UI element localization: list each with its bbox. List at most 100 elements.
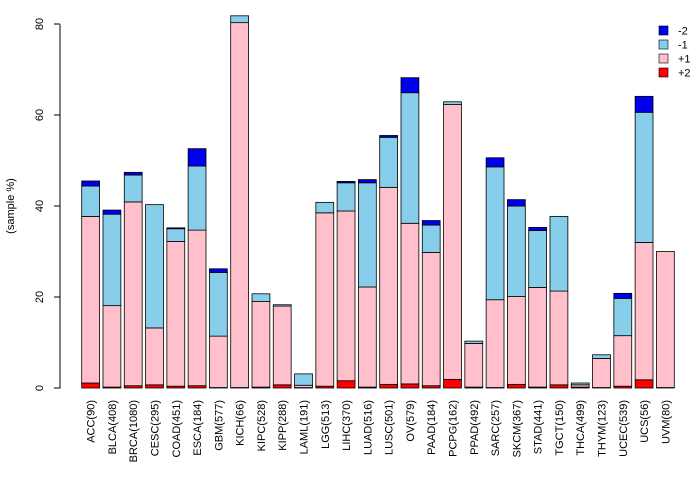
bar-segment-minus1 (187, 165, 207, 231)
bar-segment-plus2 (549, 384, 569, 389)
bar-segment-plus1 (81, 216, 100, 384)
bar-segment-minus1 (123, 174, 143, 203)
bar-segment-minus2 (379, 135, 398, 138)
bar-segment-minus2 (102, 209, 122, 215)
x-tick-label: KICH(66) (235, 400, 247, 446)
bar-segment-plus1 (272, 305, 292, 386)
bar-segment-minus2 (166, 227, 186, 230)
bar-segment-minus1 (634, 111, 654, 243)
bar-segment-minus2 (528, 226, 547, 231)
x-tick-label: BLCA(408) (107, 400, 119, 454)
y-tick-label: 0 (34, 385, 46, 391)
x-tick-label: UCS(56) (639, 400, 651, 443)
legend-swatch (658, 67, 669, 78)
bar-segment-minus1 (251, 293, 271, 302)
bar-segment-plus1 (123, 201, 143, 387)
bar-segment-plus1 (230, 22, 249, 388)
y-tick-label: 60 (34, 109, 46, 121)
y-tick-label: 80 (34, 18, 46, 30)
bar-segment-minus1 (166, 228, 186, 242)
bar-segment-minus1 (336, 182, 356, 212)
x-tick-label: STAD(441) (533, 400, 545, 454)
bar-segment-plus2 (81, 382, 100, 389)
x-tick-label: PCPG(162) (448, 400, 460, 457)
x-tick-label: THYM(123) (597, 400, 609, 457)
bar-segment-minus2 (187, 148, 207, 167)
bar-segment-minus2 (400, 77, 420, 94)
y-tick-label: 40 (34, 200, 46, 212)
bar-segment-minus2 (485, 157, 505, 168)
bar-segment-plus2 (336, 380, 356, 389)
bar-segment-plus1 (187, 229, 207, 387)
bar-segment-plus1 (485, 299, 505, 388)
bar-segment-plus1 (358, 286, 377, 388)
x-tick-label: BRCA(1080) (128, 400, 140, 462)
bar-segment-minus2 (209, 268, 228, 273)
legend-label: +2 (678, 68, 691, 80)
bar-segment-plus1 (400, 222, 420, 385)
x-tick-label: LUAD(516) (362, 400, 374, 455)
bar-segment-minus2 (634, 95, 654, 113)
bar-segment-minus1 (528, 230, 547, 288)
bar-segment-minus1 (209, 272, 228, 337)
y-axis-label: (sample %) (5, 178, 17, 234)
bar-segment-plus1 (634, 241, 654, 381)
legend-swatch (658, 39, 669, 50)
bar-segment-plus2 (443, 378, 462, 389)
x-tick-label: UVM(80) (660, 400, 672, 444)
bar-segment-minus1 (464, 340, 484, 344)
x-tick-label: CESC(295) (150, 400, 162, 456)
bar-segment-minus1 (102, 213, 122, 307)
bar-segment-plus2 (400, 383, 420, 389)
bar-segment-minus1 (443, 101, 462, 105)
bar-segment-minus1 (315, 201, 335, 214)
bar-segment-minus1 (613, 297, 633, 337)
bar-segment-minus1 (272, 304, 292, 307)
bar-segment-minus1 (570, 382, 590, 386)
x-tick-label: SARC(257) (490, 400, 502, 456)
bar-segment-plus2 (272, 384, 292, 389)
x-tick-label: ACC(90) (86, 400, 98, 443)
x-tick-label: TGCT(150) (554, 400, 566, 456)
bar-segment-plus2 (379, 383, 398, 389)
bar-segment-plus1 (145, 327, 164, 386)
bar-segment-plus2 (634, 379, 654, 389)
bar-segment-plus1 (315, 212, 335, 387)
legend-label: -2 (678, 26, 688, 38)
bar-segment-minus2 (507, 199, 526, 207)
bar-segment-plus1 (656, 251, 675, 388)
bar-segment-minus2 (421, 220, 441, 226)
bar-segment-plus1 (421, 252, 441, 387)
bar-segment-minus1 (358, 182, 377, 288)
bar-segment-plus2 (507, 383, 526, 389)
legend-label: +1 (678, 54, 691, 66)
bar-segment-minus1 (379, 136, 398, 188)
bar-segment-plus1 (443, 104, 462, 380)
x-tick-label: COAD(451) (171, 400, 183, 457)
bar-segment-plus1 (592, 358, 611, 388)
bar-segment-plus1 (209, 335, 228, 388)
legend-label: -1 (678, 40, 688, 52)
bar-segment-plus1 (102, 305, 122, 388)
bar-segment-plus1 (528, 287, 547, 388)
bar-segment-plus1 (336, 210, 356, 382)
y-tick-label: 20 (34, 291, 46, 303)
bar-segment-minus1 (145, 204, 164, 329)
bar-segment-minus2 (336, 181, 356, 184)
x-tick-label-group: ACC(90) BLCA(408) BRCA(1080) CESC(295) COAD(… (86, 400, 673, 462)
x-tick-label: UCEC(539) (618, 400, 630, 457)
legend-swatch (658, 53, 669, 64)
x-tick-label: KIPP(288) (277, 400, 289, 451)
x-tick-label: LGG(513) (320, 400, 332, 449)
bar-segment-plus2 (145, 384, 164, 389)
bar-segment-minus1 (400, 92, 420, 224)
y-tick-group: 0 20 40 60 80 (34, 18, 60, 391)
bar-segment-minus2 (81, 180, 100, 187)
bar-segment-minus1 (81, 185, 100, 217)
x-tick-label: GBM(577) (213, 400, 225, 451)
bar-segment-plus1 (379, 186, 398, 385)
bar-group (81, 15, 675, 389)
x-tick-label: OV(579) (405, 400, 417, 442)
bar-segment-minus1 (485, 166, 505, 301)
